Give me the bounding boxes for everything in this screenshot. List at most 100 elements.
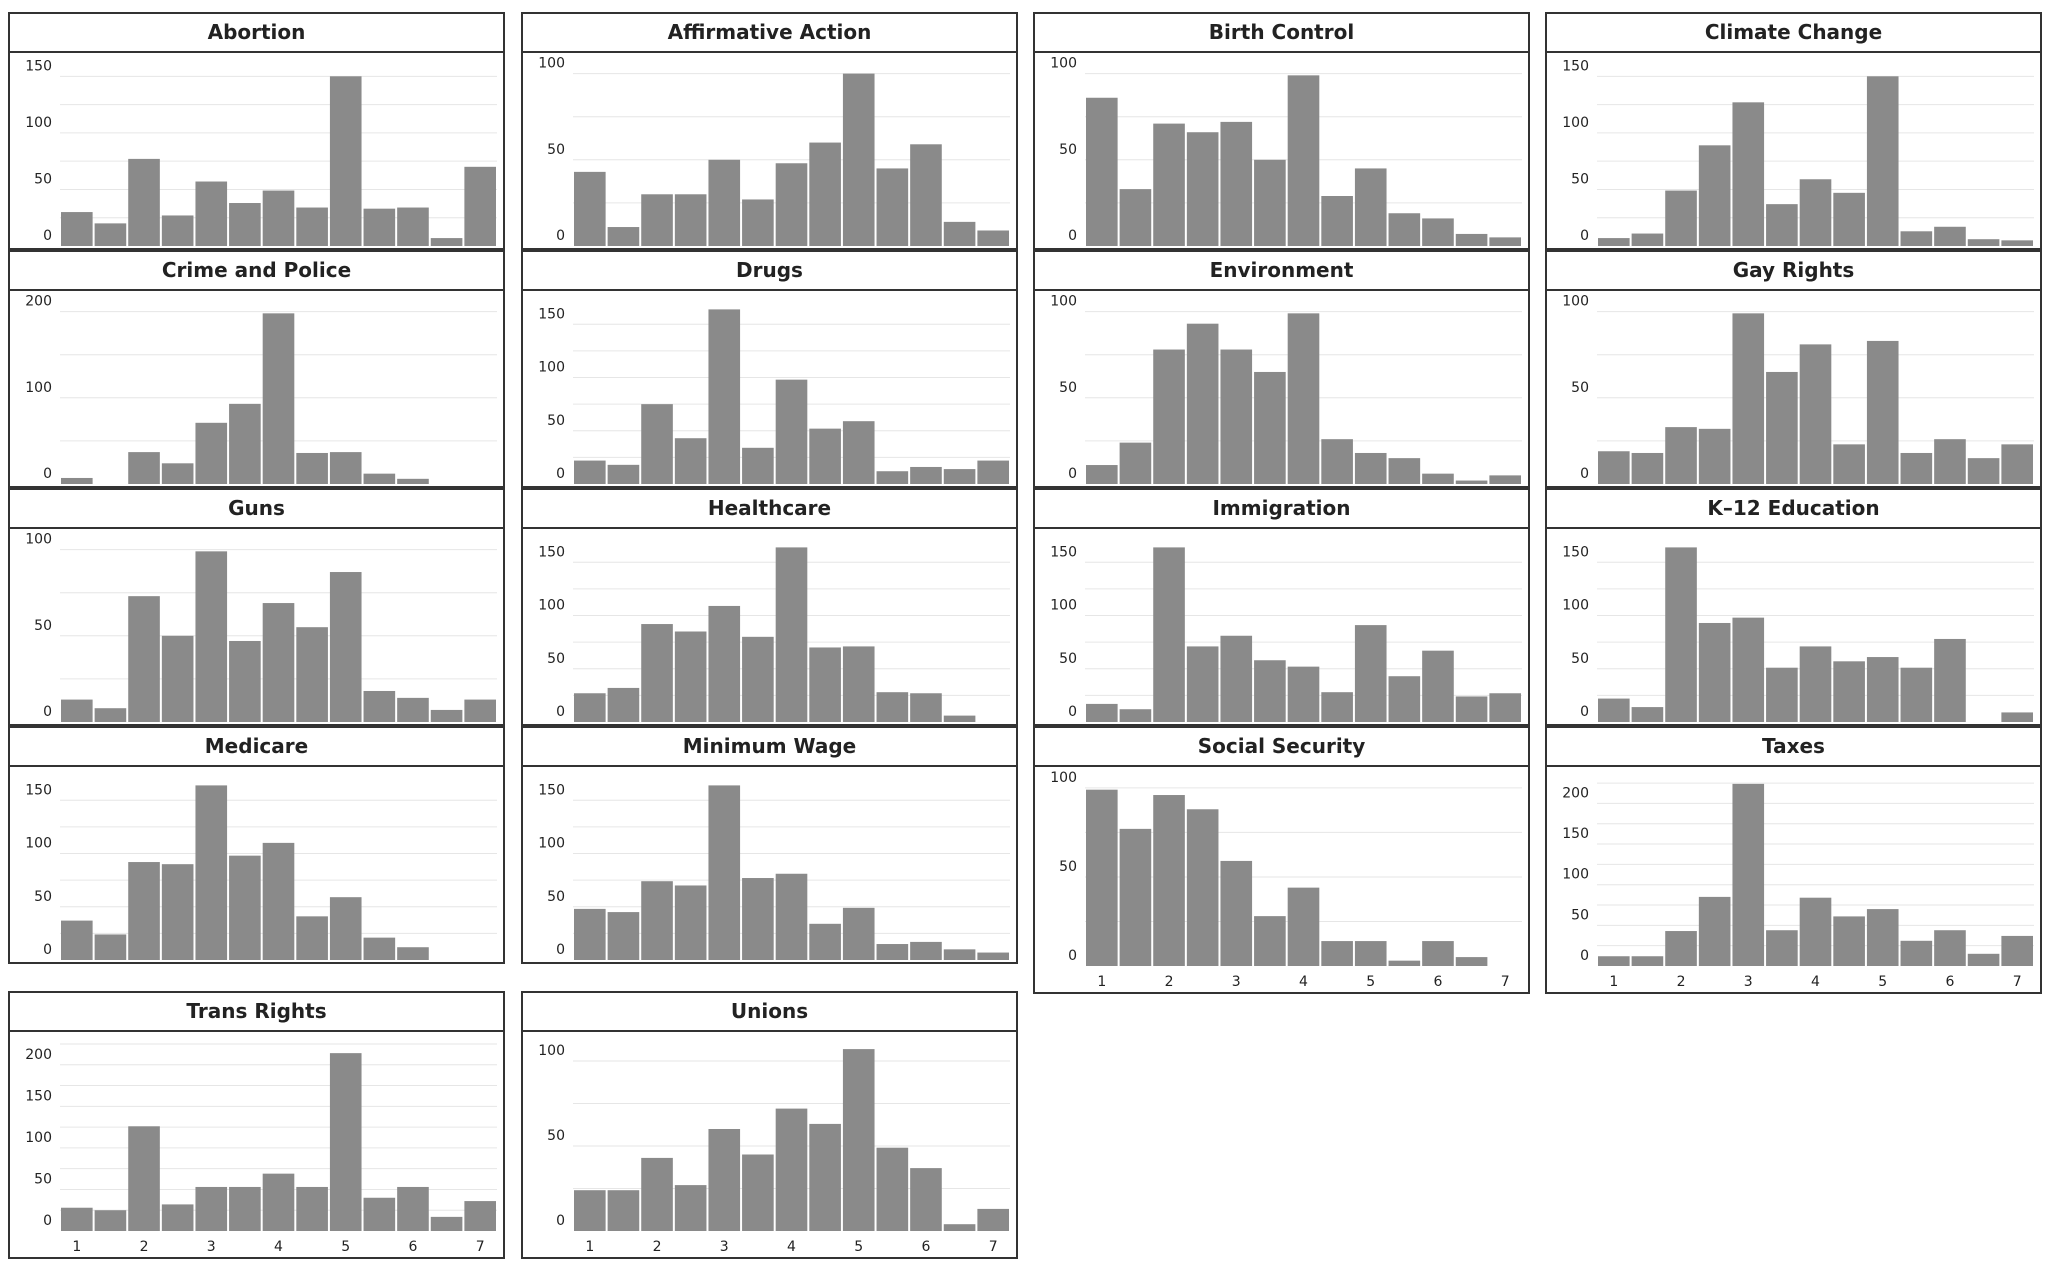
bar <box>363 1197 396 1231</box>
bar <box>1900 452 1933 484</box>
bar <box>94 223 127 246</box>
bar <box>397 1186 429 1231</box>
y-tick-label: 50 <box>547 651 565 667</box>
bar <box>1900 667 1933 722</box>
bar <box>161 215 194 246</box>
bar <box>809 142 841 246</box>
bar <box>296 207 328 246</box>
bar <box>1799 179 1832 246</box>
x-tick-label: 2 <box>1677 974 1686 990</box>
bar <box>775 379 808 484</box>
bar <box>1833 192 1865 246</box>
panel-title: Climate Change <box>1545 12 2042 53</box>
y-tick-label: 0 <box>1580 704 1589 720</box>
y-tick-label: 100 <box>25 1130 52 1146</box>
bar <box>1833 916 1865 966</box>
bar <box>674 438 707 484</box>
bar <box>195 785 228 960</box>
bar <box>842 646 875 722</box>
bar <box>842 421 875 484</box>
x-tick-label: 7 <box>476 1239 485 1255</box>
bar <box>1422 473 1454 484</box>
y-tick-label: 100 <box>25 532 52 548</box>
bar <box>1732 783 1765 966</box>
bar <box>1220 349 1253 484</box>
panel-birth-control: Birth Control 0 50 100 <box>1033 12 1530 250</box>
bar <box>397 947 429 960</box>
panel-title: Social Security <box>1033 726 1530 767</box>
bar <box>296 627 328 722</box>
y-tick-label: 50 <box>1571 907 1589 923</box>
x-tick-label: 2 <box>653 1239 662 1255</box>
y-tick-label: 150 <box>538 306 565 322</box>
panel-title: Drugs <box>521 250 1018 291</box>
y-tick-label: 50 <box>547 1128 565 1144</box>
bar <box>1631 956 1664 966</box>
bar <box>910 1168 942 1231</box>
histogram-affirmative-action: 0 50 100 <box>538 56 1010 246</box>
bar <box>1732 617 1765 722</box>
plot-area: 0 50 100 150 <box>521 767 1018 964</box>
bar <box>1220 860 1253 966</box>
histogram-unions: 0 50 100 1 2 3 4 5 6 7 <box>538 1043 1010 1255</box>
y-tick-label: 100 <box>25 115 52 131</box>
bar <box>1422 941 1454 966</box>
plot-area: 0 50 100 150 <box>1033 529 1530 726</box>
bar <box>742 878 774 960</box>
bar <box>363 473 396 484</box>
panel-social-security: Social Security 0 50 100 1 2 3 4 5 6 7 <box>1033 726 1530 994</box>
bar <box>397 697 429 722</box>
bar <box>708 309 741 484</box>
bar <box>607 227 640 246</box>
bar <box>1934 930 1966 966</box>
bar <box>2001 935 2033 966</box>
panel-title: Trans Rights <box>8 991 505 1032</box>
x-tick-label: 3 <box>1744 974 1753 990</box>
y-tick-label: 100 <box>538 360 565 376</box>
x-tick-label: 5 <box>341 1239 350 1255</box>
y-tick-label: 100 <box>25 836 52 852</box>
y-tick-label: 50 <box>547 889 565 905</box>
y-tick-label: 0 <box>43 466 52 482</box>
plot-area: 0 50 100 <box>1033 53 1530 250</box>
y-tick-label: 100 <box>1050 598 1077 614</box>
bar <box>262 190 295 246</box>
bar <box>195 422 228 484</box>
bar <box>842 73 875 246</box>
bar <box>876 168 909 246</box>
panel-guns: Guns 0 50 100 <box>8 488 505 726</box>
panel-healthcare: Healthcare 0 50 100 150 <box>521 488 1018 726</box>
y-tick-label: 0 <box>556 942 565 958</box>
histogram-k-12-education: 0 50 100 150 <box>1562 544 2034 722</box>
y-tick-label: 50 <box>34 618 52 634</box>
bar <box>674 631 707 722</box>
bar <box>1321 439 1353 484</box>
y-tick-label: 150 <box>538 782 565 798</box>
bar <box>1254 660 1286 722</box>
panel-abortion: Abortion 0 50 100 150 <box>8 12 505 250</box>
y-tick-label: 0 <box>1068 228 1077 244</box>
bar <box>430 1216 463 1231</box>
y-tick-label: 50 <box>547 413 565 429</box>
bar <box>742 636 774 722</box>
bar <box>1254 371 1286 484</box>
bar <box>464 166 496 246</box>
bar <box>1287 75 1320 246</box>
y-tick-label: 0 <box>1068 704 1077 720</box>
bar <box>1866 340 1899 484</box>
bar <box>128 452 160 484</box>
x-tick-label: 7 <box>989 1239 998 1255</box>
bar <box>641 194 673 246</box>
y-tick-label: 100 <box>1050 294 1077 310</box>
bar <box>1086 789 1118 966</box>
bar <box>1598 956 1630 966</box>
panel-title: K–12 Education <box>1545 488 2042 529</box>
y-tick-label: 0 <box>556 228 565 244</box>
bar <box>1153 795 1185 966</box>
y-tick-label: 50 <box>1571 171 1589 187</box>
plot-area: 0 100 200 <box>8 291 505 488</box>
panel-crime-and-police: Crime and Police 0 100 200 <box>8 250 505 488</box>
panel-title: Environment <box>1033 250 1530 291</box>
y-tick-label: 100 <box>1562 294 1589 310</box>
bar <box>775 1108 808 1231</box>
